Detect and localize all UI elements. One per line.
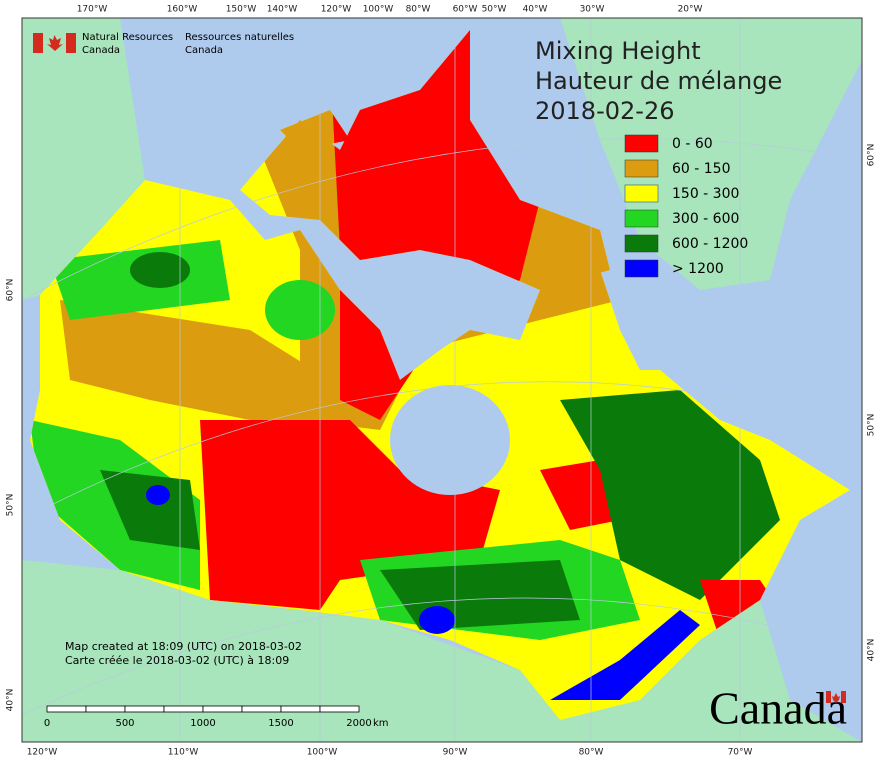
- scale-bar-segment: [241, 705, 282, 713]
- latitude-label: 40°N: [867, 639, 877, 662]
- longitude-label: 170°W: [77, 5, 108, 15]
- longitude-label: 50°W: [482, 5, 507, 15]
- latitude-label: 60°N: [6, 279, 16, 302]
- zone-600-1200: [560, 390, 780, 600]
- longitude-label: 160°W: [167, 5, 198, 15]
- wordmark: Canada: [709, 683, 847, 734]
- scale-bar-segment: [163, 705, 204, 713]
- scale-bar-unit: km: [373, 718, 389, 729]
- date: 2018-02-26: [535, 97, 674, 125]
- longitude-label: 80°W: [406, 5, 431, 15]
- zone-over-1200: [550, 610, 700, 700]
- title: Hauteur de mélange: [535, 67, 782, 95]
- legend-label: 600 - 1200: [672, 236, 748, 252]
- longitude-label: 80°W: [579, 748, 604, 758]
- scale-bar-label: 1500: [268, 718, 293, 729]
- longitude-label: 30°W: [580, 5, 605, 15]
- legend-label: 300 - 600: [672, 211, 739, 227]
- title: Mixing Height: [535, 37, 701, 65]
- scale-bar-segment: [319, 705, 360, 713]
- zone-60-150: [60, 300, 330, 430]
- longitude-label: 120°W: [27, 748, 58, 758]
- scale-bar-segment: [85, 705, 126, 713]
- legend-swatch: [624, 159, 659, 178]
- longitude-label: 40°W: [523, 5, 548, 15]
- longitude-label: 140°W: [267, 5, 298, 15]
- legend-label: 0 - 60: [672, 136, 713, 152]
- longitude-label: 60°W: [453, 5, 478, 15]
- legend-swatch: [624, 184, 659, 203]
- graticule-lines: [22, 18, 862, 742]
- usa: [22, 560, 862, 742]
- scale-bar-label: 500: [115, 718, 134, 729]
- zone-600-1200: [100, 470, 200, 550]
- scale-bar-segment: [202, 705, 243, 713]
- longitude-label: 100°W: [363, 5, 394, 15]
- scale-bar-segment: [46, 705, 87, 713]
- longitude-label: 70°W: [728, 748, 753, 758]
- map-frame: [21, 17, 863, 743]
- latitude-label: 40°N: [6, 689, 16, 712]
- longitude-label: 90°W: [443, 748, 468, 758]
- latitude-label: 50°N: [6, 494, 16, 517]
- wordmark-flag: [826, 691, 846, 703]
- zone-over-1200: [146, 485, 170, 505]
- footer-note: Carte créée le 2018-03-02 (UTC) à 18:09: [65, 654, 289, 667]
- footer-note: Map created at 18:09 (UTC) on 2018-03-02: [65, 640, 302, 653]
- legend-label: 60 - 150: [672, 161, 731, 177]
- hudson-bay: [390, 385, 510, 495]
- longitude-label: 100°W: [307, 748, 338, 758]
- latitude-label: 50°N: [867, 414, 877, 437]
- longitude-label: 110°W: [168, 748, 199, 758]
- legend-label: > 1200: [672, 261, 724, 277]
- latitude-label: 60°N: [867, 144, 877, 167]
- logo: [33, 33, 76, 53]
- scale-bar-segment: [124, 705, 165, 713]
- scale-bar-label: 2000: [346, 718, 371, 729]
- department-fr: Canada: [185, 45, 223, 56]
- legend-swatch: [624, 134, 659, 153]
- department-fr: Ressources naturelles: [185, 32, 294, 43]
- department-en: Natural Resources: [82, 32, 173, 43]
- legend-swatch: [624, 259, 659, 278]
- zone-300-600: [265, 280, 335, 340]
- longitude-label: 150°W: [226, 5, 257, 15]
- zone-0-60: [540, 460, 620, 530]
- scale-bar-label: 1000: [190, 718, 215, 729]
- longitude-label: 20°W: [678, 5, 703, 15]
- alaska: [22, 18, 145, 300]
- scale-bar-label: 0: [44, 718, 50, 729]
- zone-600-1200: [130, 252, 190, 288]
- scale-bar-segment: [280, 705, 321, 713]
- zone-over-1200: [419, 606, 455, 634]
- department-en: Canada: [82, 45, 120, 56]
- legend-label: 150 - 300: [672, 186, 739, 202]
- legend-swatch: [624, 234, 659, 253]
- longitude-label: 120°W: [321, 5, 352, 15]
- legend-swatch: [624, 209, 659, 228]
